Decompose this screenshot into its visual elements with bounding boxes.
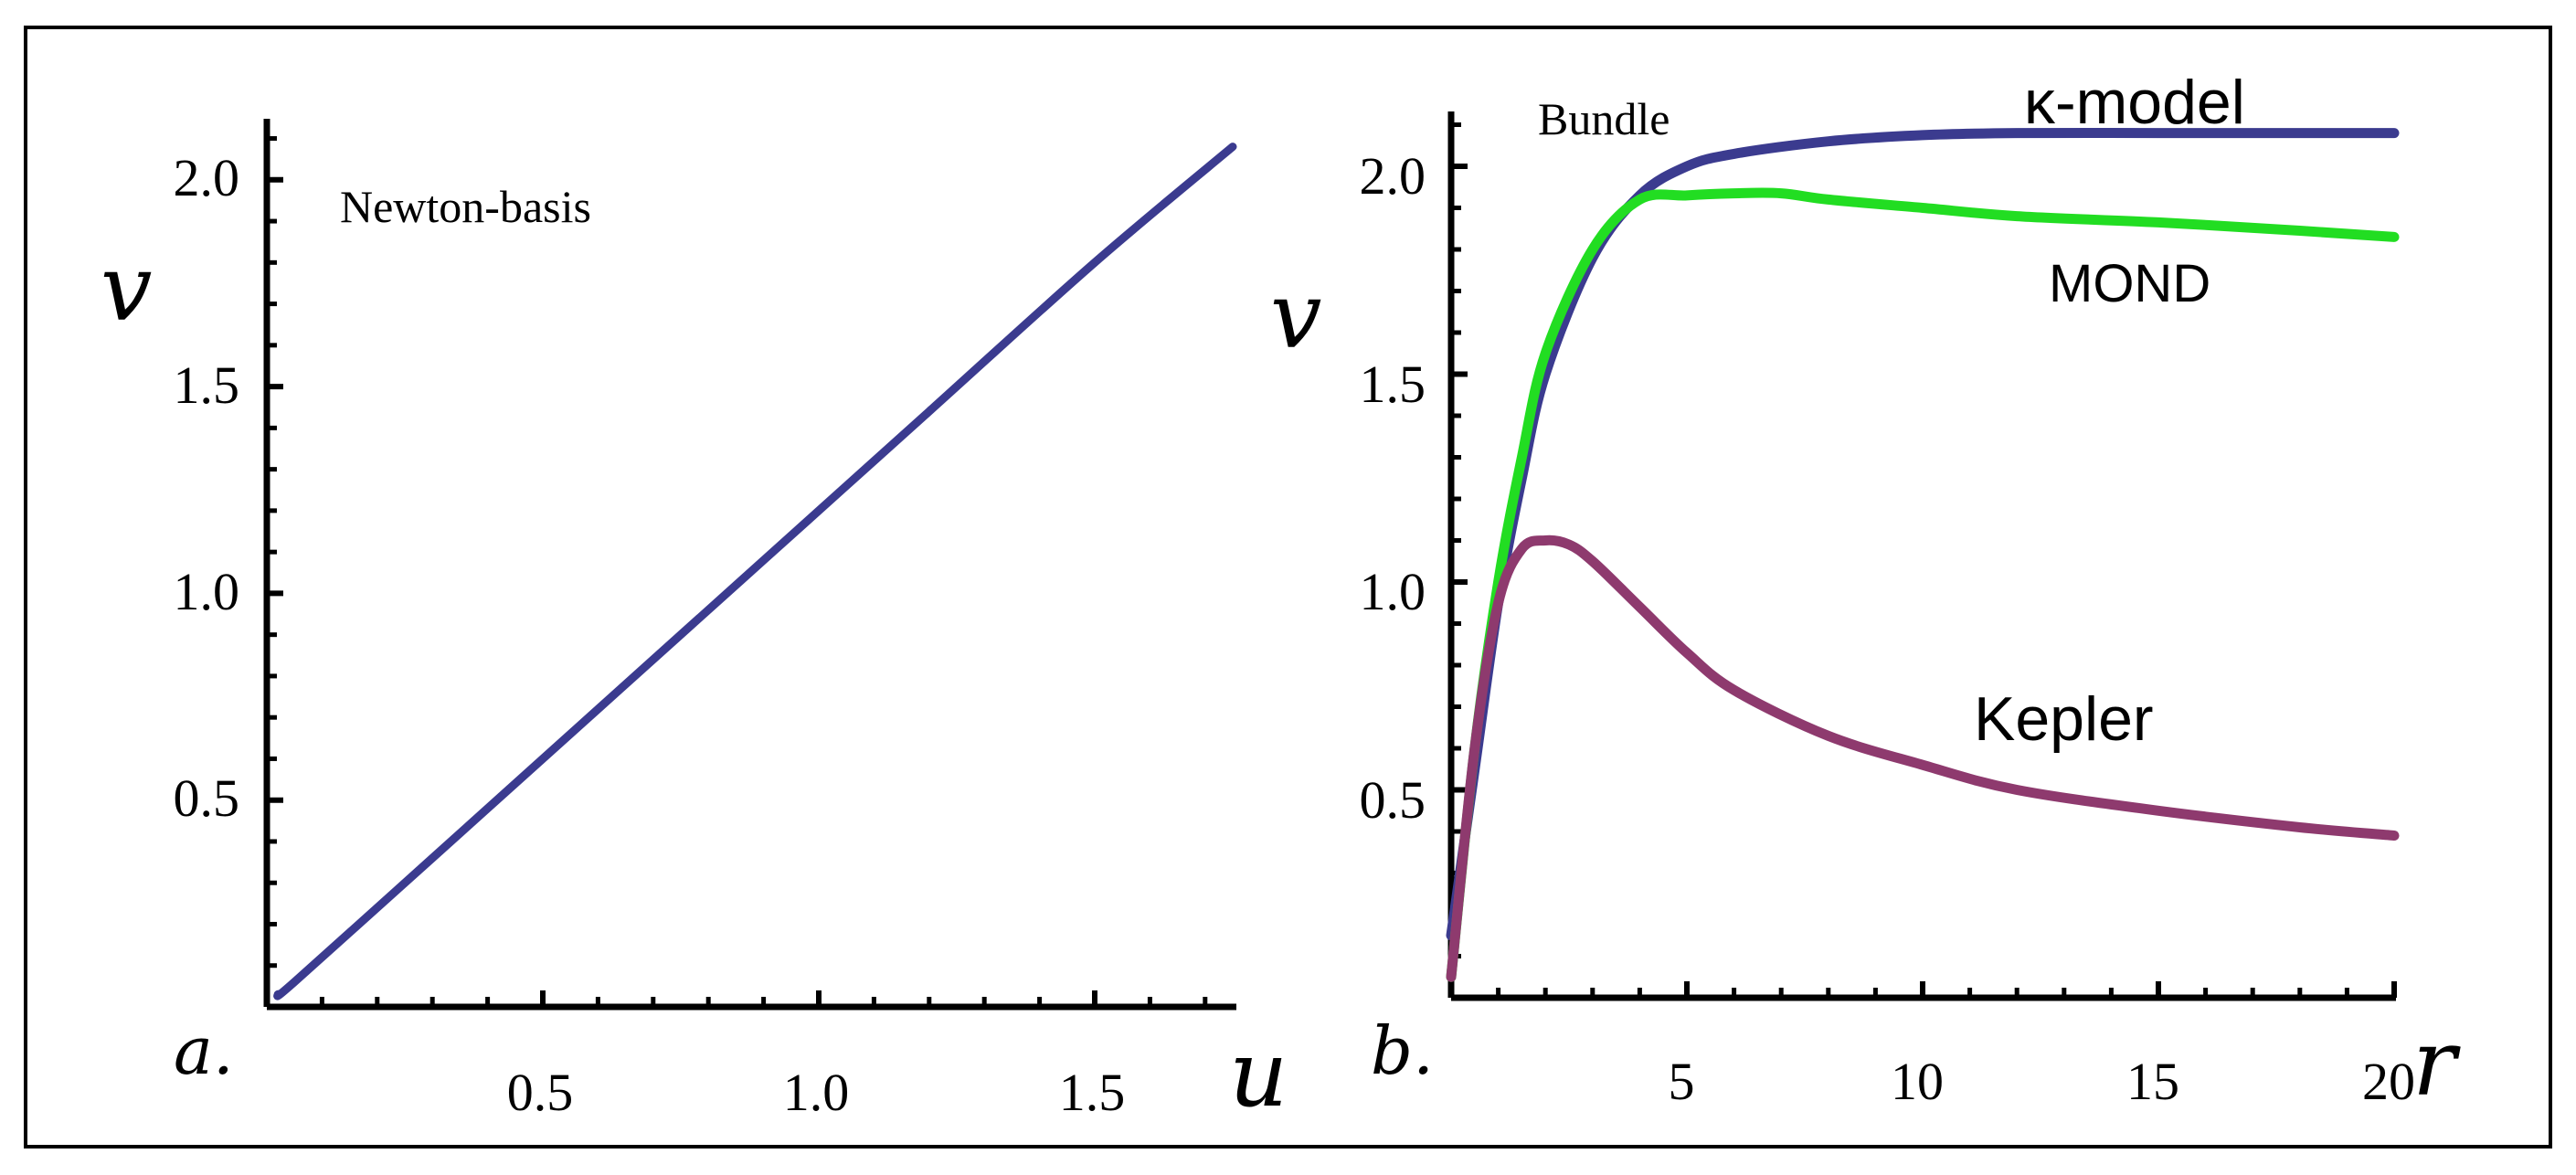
- x-tick-label: 20: [2362, 1052, 2415, 1111]
- panel-a-x-axis-label: u: [1229, 1021, 1288, 1127]
- x-tick-label: 10: [1891, 1052, 1944, 1111]
- panel-a-x-tick-labels: 0.5 1.0 1.5: [507, 1063, 1126, 1122]
- series-label-kepler: Kepler: [1974, 684, 2154, 754]
- x-tick-label: 5: [1669, 1052, 1695, 1111]
- panel-a-y-tick-labels: 0.5 1.0 1.5 2.0: [174, 148, 240, 828]
- panel-b-x-tick-labels: 5 10 15 20: [1669, 1052, 2416, 1111]
- panel-b-series: [1446, 127, 2400, 982]
- panel-a: 0.5 1.0 1.5 0.5 1.0 1.5 2.0 v u a. Newto…: [101, 119, 1288, 1127]
- y-tick-label: 2.0: [1360, 146, 1426, 206]
- panel-b-y-tick-labels: 0.5 1.0 1.5 2.0: [1360, 146, 1426, 830]
- y-tick-label: 1.5: [1360, 355, 1426, 414]
- panel-a-ticks: [267, 136, 1208, 1007]
- series-line-panel-a-line: [273, 143, 1237, 1000]
- x-tick-label: 0.5: [507, 1063, 574, 1122]
- panel-b-annotation: Bundle: [1538, 93, 1670, 144]
- panel-a-series: [273, 143, 1237, 1000]
- y-tick-label: 1.0: [174, 562, 240, 621]
- panel-b-y-axis-label: v: [1270, 262, 1322, 369]
- x-tick-label: 15: [2126, 1052, 2179, 1111]
- x-tick-label: 1.5: [1059, 1063, 1126, 1122]
- series-label-kappa-model: κ-model: [2024, 68, 2245, 137]
- panel-a-letter: a.: [174, 1012, 234, 1089]
- y-tick-label: 1.0: [1360, 562, 1426, 621]
- panel-a-y-axis-label: v: [101, 235, 153, 342]
- y-tick-label: 1.5: [174, 355, 240, 415]
- figure-border: [24, 26, 2552, 1149]
- series-line-kepler: [1446, 535, 2400, 982]
- y-tick-label: 0.5: [174, 768, 240, 828]
- y-tick-label: 0.5: [1360, 770, 1426, 830]
- y-tick-label: 2.0: [174, 148, 240, 207]
- panel-b: 5 10 15 20 0.5 1.0 1.5 2.0 v r b. Bundle…: [1270, 68, 2461, 1117]
- panel-b-x-axis-label: r: [2412, 1010, 2461, 1117]
- x-tick-label: 1.0: [783, 1063, 850, 1122]
- panel-b-letter: b.: [1371, 1012, 1434, 1089]
- panel-a-annotation: Newton-basis: [340, 181, 591, 232]
- series-label-mond: MOND: [2049, 254, 2210, 313]
